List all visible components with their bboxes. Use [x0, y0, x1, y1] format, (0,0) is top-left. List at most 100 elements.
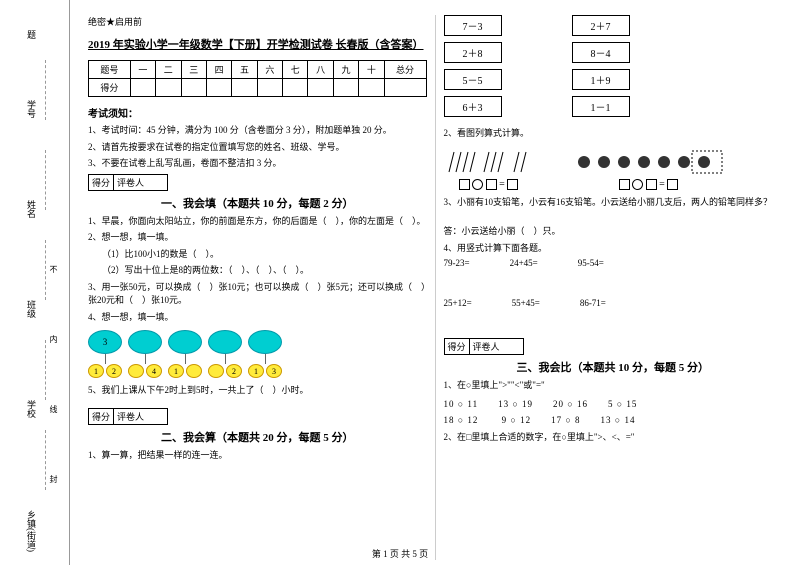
th: 八: [308, 61, 333, 79]
notice-heading: 考试须知：: [88, 105, 427, 120]
q1-1: 1、早晨，你面向太阳站立，你的前面是东方，你的后面是（ ），你的左面是（ ）。: [88, 215, 427, 229]
small-ball: 2: [226, 364, 242, 378]
dash-line: [45, 60, 46, 120]
margin-label: 学号: [25, 100, 38, 118]
th: 五: [232, 61, 257, 79]
cell[interactable]: [257, 79, 282, 97]
cell[interactable]: [181, 79, 206, 97]
content-area: 绝密★启用前 2019 年实验小学一年级数学【下册】开学检测试卷 长春版（含答案…: [70, 0, 800, 565]
notice-item: 2、请首先按要求在试卷的指定位置填写您的姓名、班级、学号。: [88, 141, 427, 155]
equation-boxes: =: [619, 179, 679, 190]
small-ball: 3: [266, 364, 282, 378]
q3-2: 2、在□里填上合适的数字，在○里填上">、<、=": [444, 431, 783, 445]
pencil-left: =: [444, 147, 534, 190]
ball-group: 1: [168, 330, 202, 378]
margin-label: 学校: [25, 400, 38, 418]
dash-line: [45, 240, 46, 300]
q2-4: 4、用竖式计算下面各题。: [444, 242, 783, 256]
small-ball: 1: [88, 364, 104, 378]
margin-label: 题: [25, 30, 38, 39]
q1-2a: （1）比100小1的数是（ ）。: [88, 248, 427, 262]
notice-item: 1、考试时间：45 分钟，满分为 100 分（含卷面分 3 分），附加题单独 2…: [88, 124, 427, 138]
score-box: 得分 评卷人: [88, 408, 168, 425]
q1-3: 3、用一张50元，可以换成（ ）张10元；也可以换成（ ）张5元；还可以换成（ …: [88, 281, 427, 308]
big-ball: [208, 330, 242, 354]
grader-label: 评卷人: [113, 175, 147, 190]
small-ball: [128, 364, 144, 378]
notice-item: 3、不要在试卷上乱写乱画，卷面不整洁扣 3 分。: [88, 157, 427, 171]
section-3-title: 三、我会比（本题共 10 分，每题 5 分）: [444, 359, 783, 375]
q1-4: 4、想一想，填一填。: [88, 311, 427, 325]
q2-2: 2、看图列算式计算。: [444, 127, 783, 141]
margin-mark: 不: [48, 265, 59, 273]
cell[interactable]: [333, 79, 358, 97]
calc-item: 25+12=: [444, 298, 472, 308]
dash-line: [45, 150, 46, 210]
q2-1: 1、算一算，把结果一样的连一连。: [88, 449, 427, 463]
cell[interactable]: [206, 79, 231, 97]
left-column: 绝密★启用前 2019 年实验小学一年级数学【下册】开学检测试卷 长春版（含答案…: [80, 15, 436, 560]
grader-label: 评卷人: [469, 339, 503, 354]
th: 四: [206, 61, 231, 79]
calc-box: 8－4: [572, 42, 630, 63]
calc-row: 79-23= 24+45= 95-54=: [444, 258, 783, 268]
section-2-title: 二、我会算（本题共 20 分，每题 5 分）: [88, 429, 427, 445]
calc-box: 5－5: [444, 69, 502, 90]
th: 七: [283, 61, 308, 79]
page-footer: 第 1 页 共 5 页: [372, 547, 428, 560]
small-ball: 1: [248, 364, 264, 378]
cell[interactable]: [232, 79, 257, 97]
margin-label: 姓名: [25, 200, 38, 218]
cell[interactable]: [359, 79, 384, 97]
cell[interactable]: [156, 79, 181, 97]
grader-label: 评卷人: [113, 409, 147, 424]
score-box: 得分 评卷人: [88, 174, 168, 191]
ball-group: 13: [248, 330, 282, 378]
calc-box: 7－3: [444, 15, 502, 36]
binding-margin: 乡镇(街道) 学校 班级 姓名 学号 题 封 线 内 不: [0, 0, 70, 565]
cell[interactable]: [130, 79, 155, 97]
th: 一: [130, 61, 155, 79]
q3-1: 1、在○里填上">""<"或"=": [444, 379, 783, 393]
ball-group: 2: [208, 330, 242, 378]
margin-mark: 线: [48, 405, 59, 413]
th: 九: [333, 61, 358, 79]
margin-label: 乡镇(街道): [25, 510, 38, 552]
ball-group: 4: [128, 330, 162, 378]
dash-line: [45, 340, 46, 400]
cell[interactable]: [308, 79, 333, 97]
small-ball: 1: [168, 364, 184, 378]
pencil-diagram: = =: [444, 147, 783, 190]
cell[interactable]: [384, 79, 426, 97]
big-ball: 3: [88, 330, 122, 354]
equation-boxes: =: [459, 179, 519, 190]
score-label: 得分: [89, 409, 113, 424]
th: 题号: [89, 61, 131, 79]
calc-item: 55+45=: [512, 298, 540, 308]
q1-2: 2、想一想，填一填。: [88, 231, 427, 245]
cell[interactable]: [283, 79, 308, 97]
small-ball: [186, 364, 202, 378]
th: 六: [257, 61, 282, 79]
pencil-icon: [444, 147, 534, 175]
score-box: 得分 评卷人: [444, 338, 524, 355]
th: 二: [156, 61, 181, 79]
ball-diagram: 312 4 1 2 13: [88, 330, 427, 378]
calc-item: 79-23=: [444, 258, 470, 268]
confidential-label: 绝密★启用前: [88, 15, 427, 28]
calc-row: 25+12= 55+45= 86-71=: [444, 298, 783, 308]
compare-row: 18 ○ 12 9 ○ 12 17 ○ 8 13 ○ 14: [444, 412, 783, 428]
th: 十: [359, 61, 384, 79]
margin-mark: 内: [48, 335, 59, 343]
calc-box: 2＋7: [572, 15, 630, 36]
dash-line: [45, 430, 46, 490]
calc-match-area: 7－32＋7 2＋88－4 5－51＋9 6＋31－1: [444, 15, 783, 117]
calc-box: 1＋9: [572, 69, 630, 90]
score-label: 得分: [89, 175, 113, 190]
section-1-title: 一、我会填（本题共 10 分，每题 2 分）: [88, 195, 427, 211]
q2-3: 3、小丽有10支铅笔，小云有16支铅笔。小云送给小丽几支后，两人的铅笔同样多？: [444, 196, 783, 210]
score-table: 题号 一 二 三 四 五 六 七 八 九 十 总分 得分: [88, 60, 427, 97]
margin-label: 班级: [25, 300, 38, 318]
q1-5: 5、我们上课从下午2时上到5时，一共上了（ ）小时。: [88, 384, 427, 398]
bug-icon: [574, 147, 724, 175]
